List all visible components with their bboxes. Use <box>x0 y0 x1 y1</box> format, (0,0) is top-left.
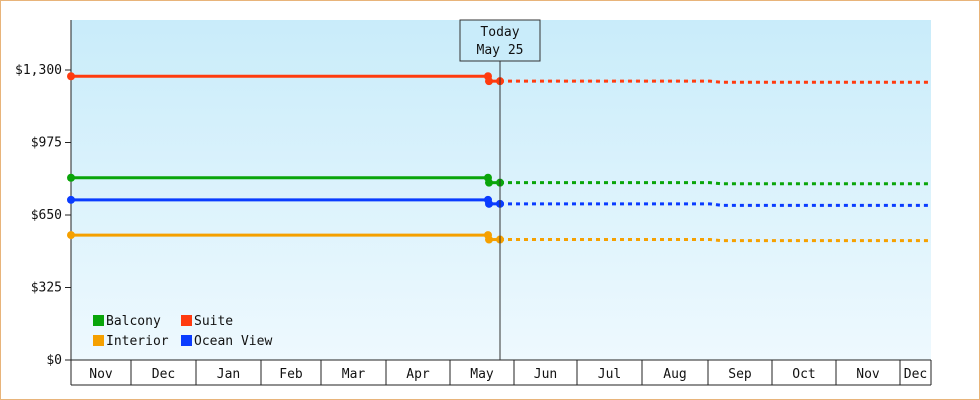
forecast-price-line <box>500 202 931 207</box>
forecast-price-line <box>500 181 931 186</box>
x-axis: Nov Dec Jan Feb Mar Apr May Jun Jul Aug Sep Oct Nov D… <box>70 359 932 386</box>
month-label: Nov <box>89 367 113 382</box>
y-tick-label: $325 <box>31 281 62 296</box>
data-point <box>67 231 75 240</box>
y-tick-label: $1,300 <box>15 63 62 78</box>
month-label: Dec <box>152 367 175 382</box>
month-label: Aug <box>663 367 686 382</box>
legend-label: Suite <box>194 314 233 329</box>
data-point <box>67 173 75 182</box>
month-label: May <box>470 367 494 382</box>
month-label: Jan <box>217 367 240 382</box>
data-point <box>67 195 75 204</box>
month-label: Apr <box>406 367 430 382</box>
data-point <box>485 178 493 187</box>
y-tick-label: $975 <box>31 136 62 151</box>
today-box <box>459 19 541 62</box>
legend-label: Ocean View <box>194 334 272 349</box>
month-label: Mar <box>342 367 366 382</box>
month-label: Jul <box>598 367 621 382</box>
legend-label: Interior <box>106 334 169 349</box>
legend-label: Balcony <box>106 314 161 329</box>
forecast-price-line <box>500 79 931 84</box>
month-label: Nov <box>856 367 880 382</box>
series-interior <box>67 231 931 244</box>
today-date: May 25 <box>477 43 524 58</box>
month-label: Feb <box>279 367 303 382</box>
data-point <box>485 199 493 208</box>
plot-background <box>71 20 931 360</box>
y-axis: $0 $325 $650 $975 $1,300 <box>15 20 72 368</box>
series-suite <box>67 72 931 86</box>
month-label: Jun <box>534 367 557 382</box>
legend-swatch <box>181 315 192 326</box>
data-point <box>485 235 493 244</box>
today-marker: Today May 25 <box>459 19 541 360</box>
legend-swatch <box>181 335 192 346</box>
legend: Balcony Suite Interior Ocean View <box>93 314 272 349</box>
legend-item: Suite <box>181 314 233 329</box>
legend-swatch <box>93 335 104 346</box>
month-label: Dec <box>904 367 927 382</box>
series-balcony <box>67 173 931 187</box>
series-ocean-view <box>67 195 931 208</box>
month-label: Sep <box>728 367 752 382</box>
data-point <box>485 77 493 86</box>
today-label: Today <box>480 25 519 40</box>
y-tick-label: $0 <box>46 353 62 368</box>
legend-item: Balcony <box>93 314 161 329</box>
month-label: Oct <box>792 367 815 382</box>
forecast-price-line <box>500 238 931 243</box>
legend-item: Interior <box>93 334 169 349</box>
legend-swatch <box>93 315 104 326</box>
data-point <box>67 72 75 81</box>
legend-item: Ocean View <box>181 334 272 349</box>
y-tick-label: $650 <box>31 208 62 223</box>
series-lines <box>67 72 931 244</box>
